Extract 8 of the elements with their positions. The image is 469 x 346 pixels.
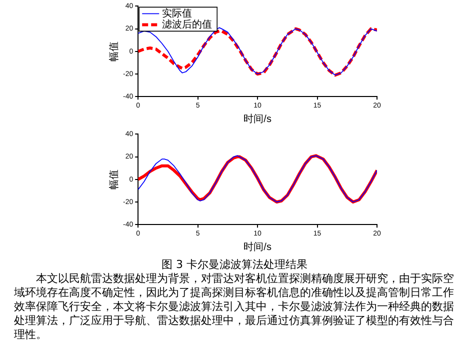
legend-label: 实际值 xyxy=(162,7,192,20)
caption: 图 3 卡尔曼滤波算法处理结果 xyxy=(160,258,308,271)
text: 本文以民航雷达数据处理为背景，对雷达对客机位置探测精确度展开研究，由于实际空域环境存在高度不确定性，因此为了提高探测目标客机信息的准确性以及提高管制日常工作效率保障飞行安全，本文将卡尔曼滤波算法引入其中，卡尔曼滤波算法作为一种经典的数据处理算法，广泛应用于导航、雷达数据处理中，最后通过仿真算例验证了模型的有效性与合理性。 xyxy=(14,272,455,342)
y-axis-title: 幅值 xyxy=(108,41,120,62)
y-axis-title: 幅值 xyxy=(108,169,120,190)
x-axis-title: 时间/s xyxy=(244,112,272,125)
x-axis-title: 时间/s xyxy=(244,240,272,253)
legend-label: 滤波后的值 xyxy=(162,18,212,30)
